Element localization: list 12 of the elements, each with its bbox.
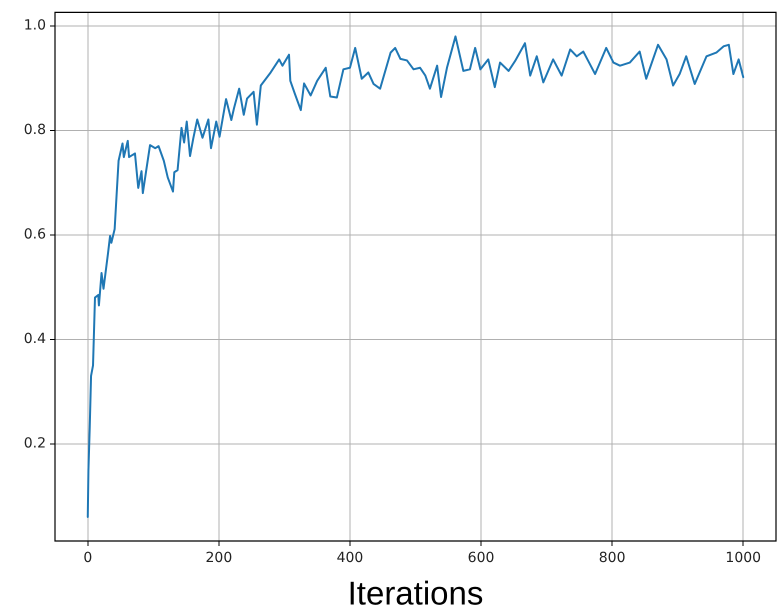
x-tick-label: 0 (83, 550, 92, 566)
x-tick-label: 200 (205, 550, 232, 566)
y-tick-label: 0.8 (24, 122, 46, 138)
x-tick-label: 1000 (725, 550, 762, 566)
x-tick-label: 600 (468, 550, 494, 566)
y-tick-label: 1.0 (24, 18, 46, 34)
x-tick-label: 800 (598, 550, 626, 566)
y-tick-label: 0.2 (24, 435, 46, 452)
y-tick-label: 0.6 (24, 226, 46, 243)
x-tick-label: 400 (336, 550, 364, 566)
y-tick-label: 0.4 (24, 331, 46, 348)
x-axis-title: Iterations (348, 574, 484, 612)
